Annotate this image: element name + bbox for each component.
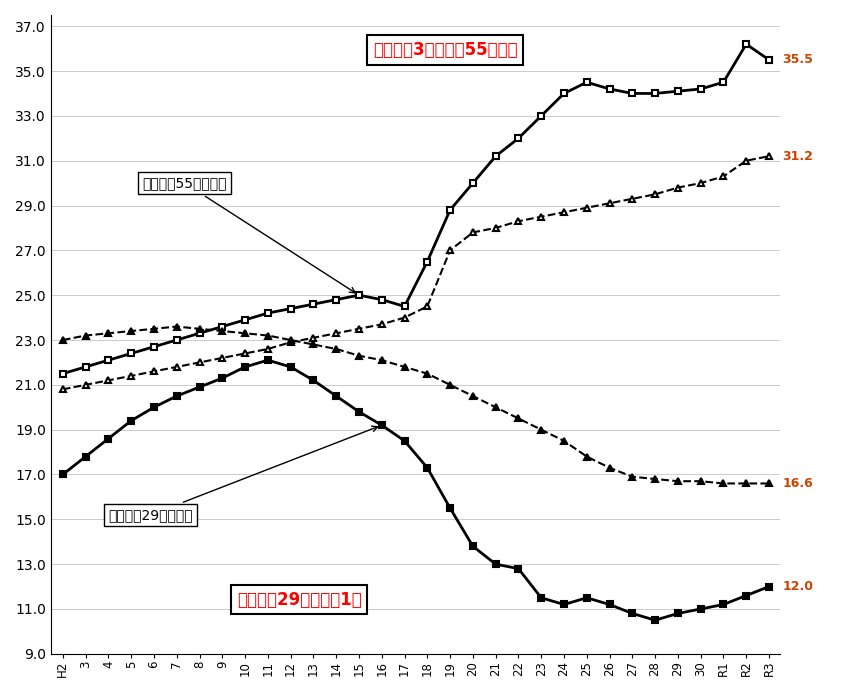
Text: 12.0: 12.0: [783, 580, 814, 593]
Text: 建設業：29歳以下は1割: 建設業：29歳以下は1割: [237, 590, 362, 608]
Text: 建設業：3割以上が55歳以上: 建設業：3割以上が55歳以上: [373, 41, 518, 59]
Text: 35.5: 35.5: [783, 53, 814, 66]
Text: 全産業（29歳以下）: 全産業（29歳以下）: [109, 426, 378, 522]
Text: 16.6: 16.6: [783, 477, 814, 490]
Text: 全産業（55歳以上）: 全産業（55歳以上）: [142, 176, 356, 293]
Text: 31.2: 31.2: [783, 149, 814, 163]
